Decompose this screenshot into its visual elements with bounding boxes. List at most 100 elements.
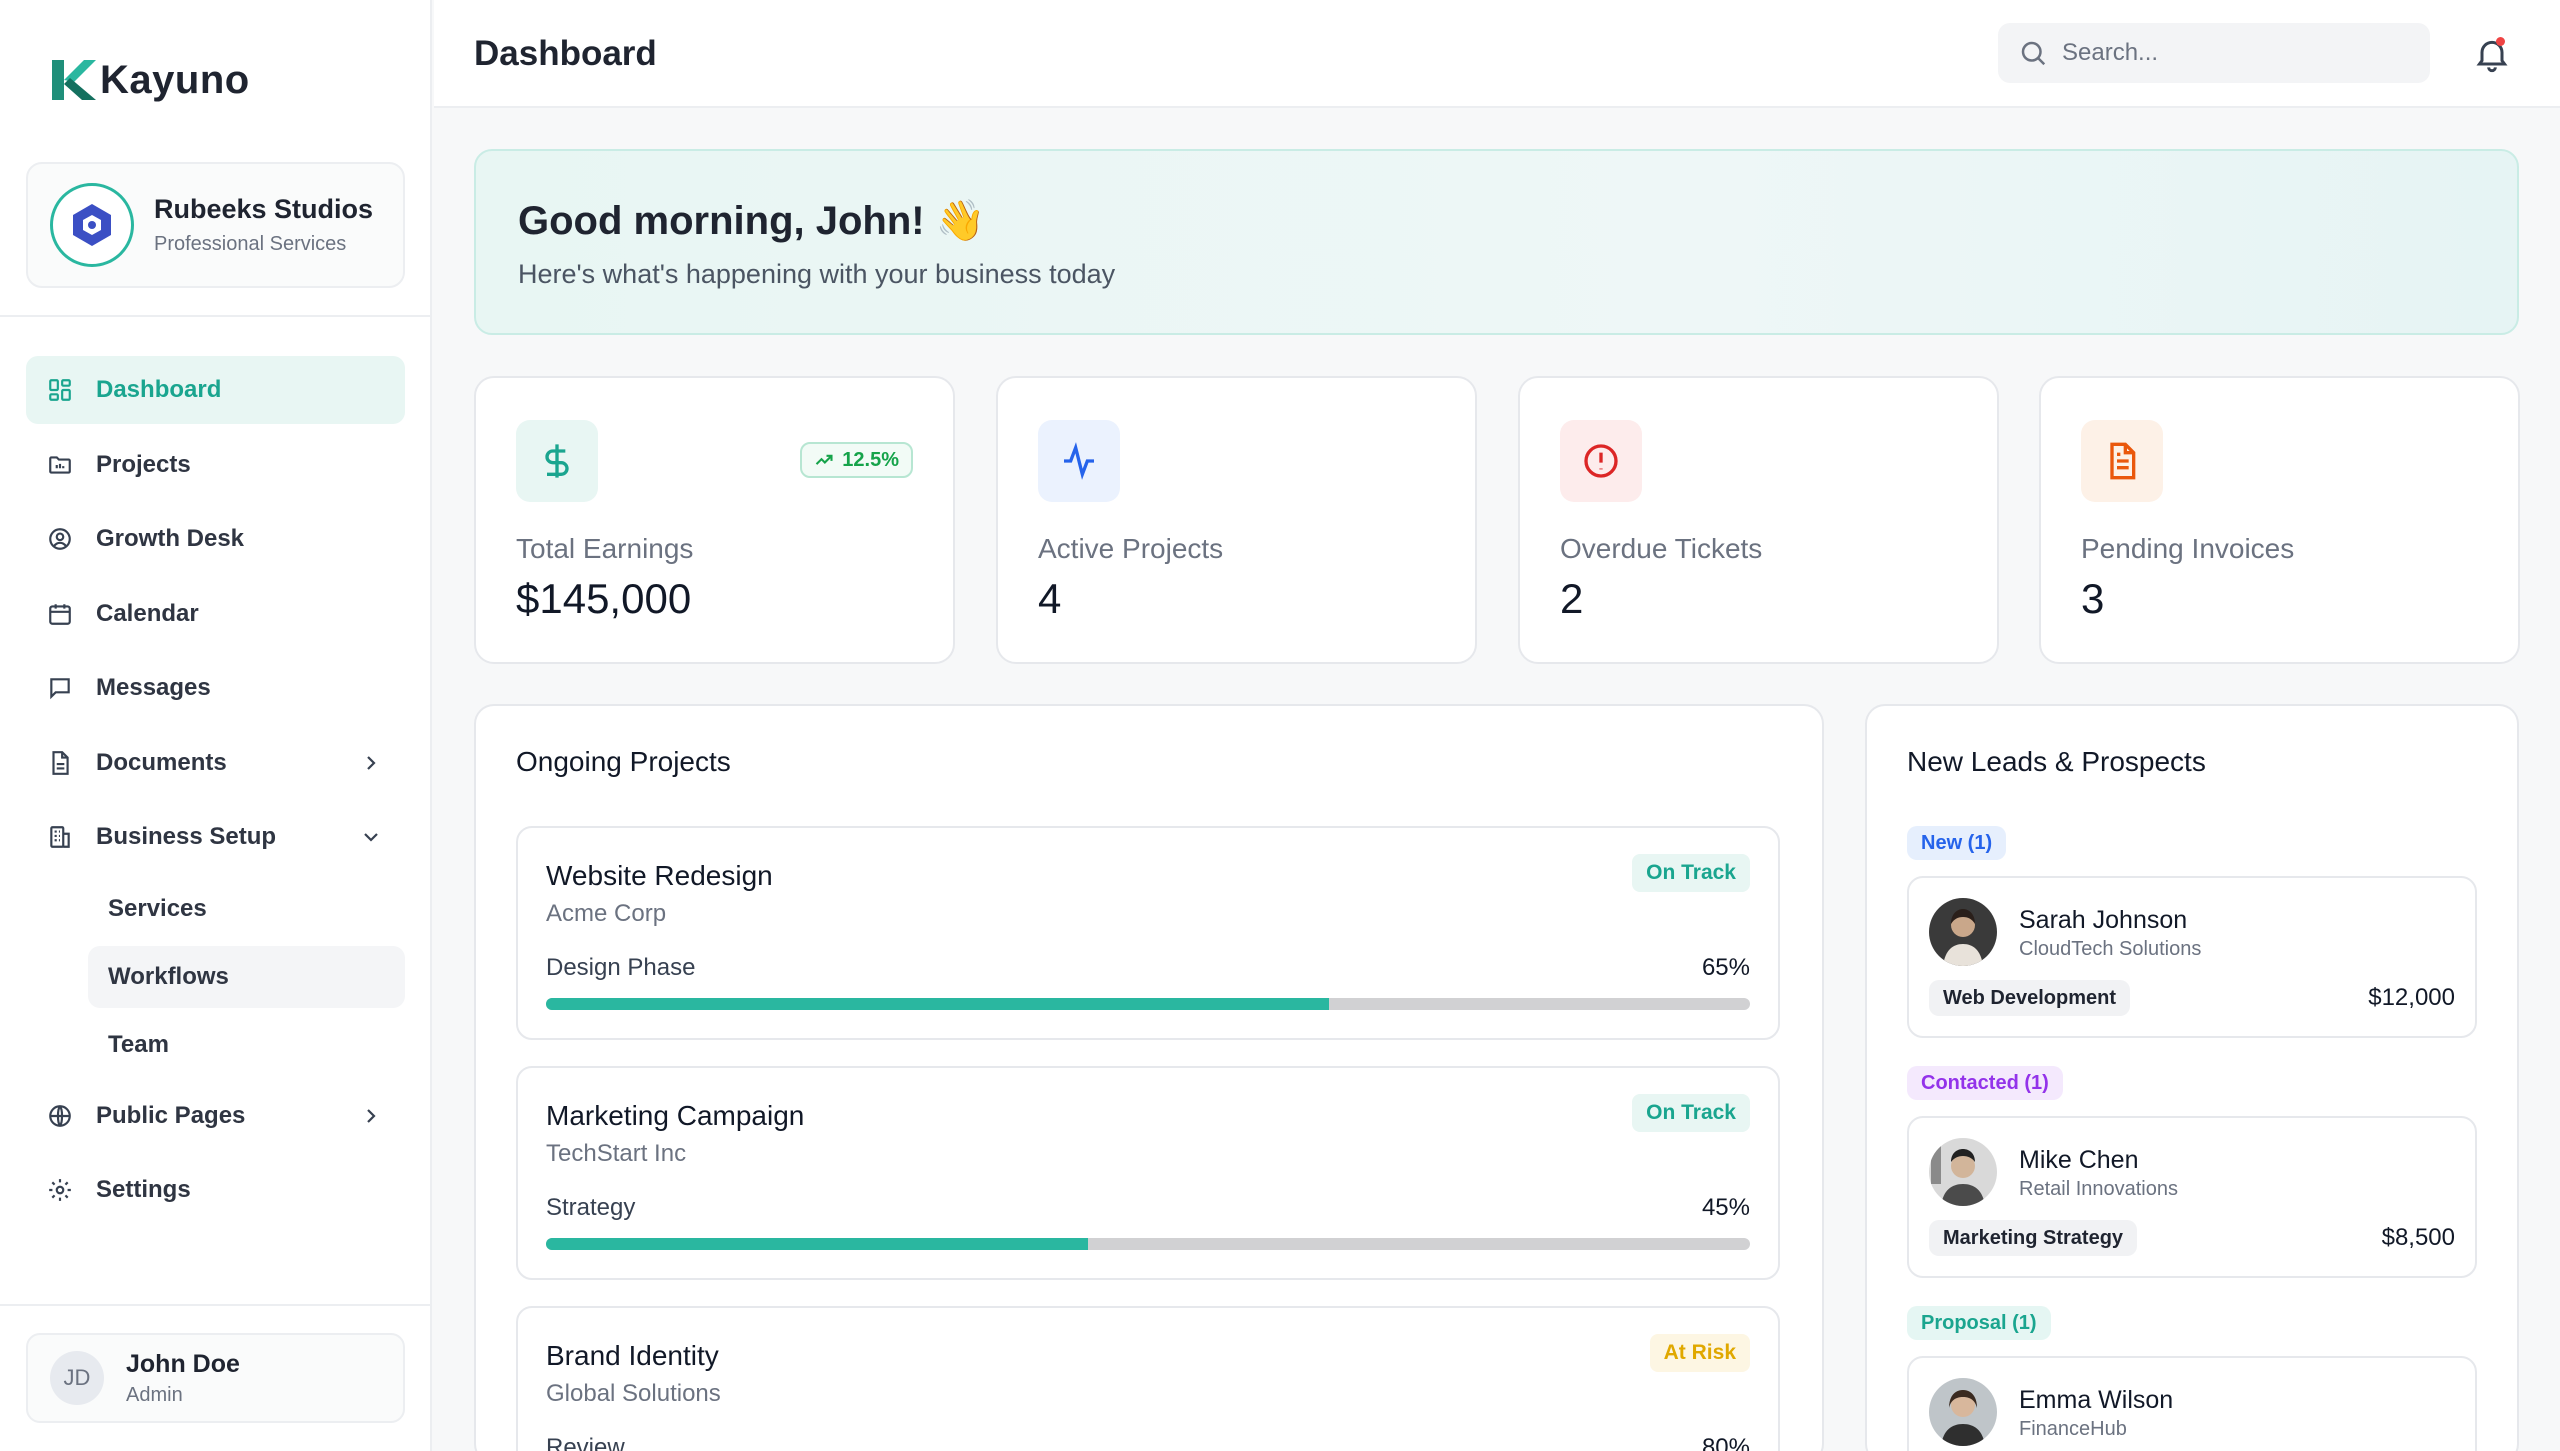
- project-name: Marketing Campaign: [546, 1100, 805, 1131]
- stat-label: Overdue Tickets: [1560, 533, 1763, 564]
- lead-company: Retail Innovations: [2019, 1178, 2178, 1200]
- user-profile-card[interactable]: JD John Doe Admin: [26, 1333, 405, 1423]
- progress-fill: [546, 1238, 1088, 1250]
- user-name: John Doe: [126, 1349, 240, 1378]
- sidebar-item-label: Business Setup: [96, 823, 277, 850]
- progress-bar: [546, 1238, 1750, 1250]
- document-icon: [46, 749, 74, 777]
- lead-name: Mike Chen: [2019, 1146, 2139, 1174]
- project-progress-percent: 65%: [1701, 954, 1750, 981]
- project-progress-percent: 45%: [1701, 1194, 1750, 1221]
- org-hexagon-icon: [73, 204, 111, 246]
- search-input[interactable]: [2062, 39, 2422, 67]
- panel-title: Ongoing Projects: [516, 746, 731, 777]
- project-name: Brand Identity: [546, 1340, 719, 1371]
- sidebar-subitem-workflows[interactable]: Workflows: [88, 945, 405, 1008]
- project-name: Website Redesign: [546, 860, 773, 891]
- project-card[interactable]: Brand Identity Global Solutions At Risk …: [516, 1306, 1780, 1451]
- lead-service-tag: Marketing Strategy: [1929, 1220, 2138, 1256]
- lead-stage-badge-proposal: Proposal (1): [1907, 1306, 2051, 1340]
- sidebar-item-label: Dashboard: [96, 376, 222, 403]
- activity-pulse-icon: [1038, 420, 1120, 502]
- dashboard-grid-icon: [46, 376, 74, 404]
- stat-label: Pending Invoices: [2081, 533, 2295, 564]
- status-badge: At Risk: [1649, 1334, 1750, 1372]
- sidebar-item-settings[interactable]: Settings: [26, 1156, 405, 1224]
- sidebar-item-projects[interactable]: Projects: [26, 431, 405, 499]
- lead-name: Sarah Johnson: [2019, 906, 2188, 934]
- project-phase: Review: [546, 1434, 625, 1451]
- user-role: Admin: [126, 1383, 183, 1406]
- stat-card-active-projects[interactable]: Active Projects 4: [996, 376, 1477, 664]
- globe-icon: [46, 1102, 74, 1130]
- sidebar-item-growth-desk[interactable]: Growth Desk: [26, 505, 405, 573]
- lead-stage-badge-new: New (1): [1907, 826, 2007, 860]
- org-switcher[interactable]: Rubeeks Studios Professional Services: [26, 162, 405, 288]
- dollar-icon: [516, 420, 598, 502]
- gear-icon: [46, 1176, 74, 1204]
- sidebar-item-dashboard[interactable]: Dashboard: [26, 356, 405, 424]
- project-phase: Design Phase: [546, 954, 696, 981]
- stat-label: Total Earnings: [516, 533, 694, 564]
- stat-value: 4: [1038, 575, 1062, 622]
- ongoing-projects-panel: Ongoing Projects Website Redesign Acme C…: [474, 704, 1824, 1451]
- leads-panel: New Leads & Prospects New (1) Sarah John…: [1865, 704, 2519, 1451]
- lead-name: Emma Wilson: [2019, 1386, 2174, 1414]
- user-circle-icon: [46, 525, 74, 553]
- chevron-down-icon[interactable]: [359, 825, 383, 849]
- sidebar-item-label: Calendar: [96, 599, 199, 627]
- stat-card-overdue-tickets[interactable]: Overdue Tickets 2: [1518, 376, 1999, 664]
- sidebar-divider: [0, 1304, 432, 1306]
- notifications-button[interactable]: [2472, 34, 2512, 74]
- chevron-right-icon[interactable]: [359, 751, 383, 775]
- sidebar-subitem-team[interactable]: Team: [108, 1030, 169, 1058]
- lead-card[interactable]: Sarah Johnson CloudTech Solutions Web De…: [1907, 876, 2477, 1038]
- sidebar-divider: [0, 315, 432, 317]
- notification-dot: [2496, 37, 2505, 46]
- trending-up-icon: [816, 454, 833, 465]
- org-logo: [50, 183, 134, 267]
- project-client: Global Solutions: [546, 1380, 721, 1407]
- building-icon: [46, 823, 74, 851]
- project-client: TechStart Inc: [546, 1140, 687, 1167]
- top-header: Dashboard: [434, 0, 2560, 108]
- avatar: [1929, 898, 1997, 966]
- trend-badge: 12.5%: [800, 442, 913, 478]
- kayuno-logo-icon: [52, 60, 96, 100]
- project-phase: Strategy: [546, 1194, 636, 1221]
- stat-value: 2: [1560, 575, 1584, 622]
- greeting-title: Good morning, John! 👋: [518, 199, 986, 243]
- lead-card[interactable]: Emma Wilson FinanceHub: [1907, 1356, 2477, 1451]
- stat-label: Active Projects: [1038, 533, 1224, 564]
- trend-value: 12.5%: [842, 448, 899, 471]
- lead-company: FinanceHub: [2019, 1418, 2127, 1440]
- project-client: Acme Corp: [546, 900, 667, 927]
- app-logo[interactable]: Kayuno: [48, 56, 250, 104]
- stat-card-pending-invoices[interactable]: Pending Invoices 3: [2039, 376, 2520, 664]
- status-badge: On Track: [1632, 1094, 1750, 1132]
- stat-card-total-earnings[interactable]: 12.5% Total Earnings $145,000: [474, 376, 955, 664]
- search-icon: [2021, 41, 2046, 66]
- sidebar: Kayuno Rubeeks Studios Professional Serv…: [0, 0, 432, 1451]
- sidebar-item-label: Growth Desk: [96, 525, 245, 552]
- sidebar-subitem-services[interactable]: Services: [108, 894, 207, 922]
- sidebar-item-public-pages[interactable]: Public Pages: [26, 1082, 405, 1150]
- project-card[interactable]: Website Redesign Acme Corp On Track Desi…: [516, 826, 1780, 1040]
- sidebar-item-label: Public Pages: [96, 1101, 246, 1129]
- search-box[interactable]: [1998, 23, 2430, 83]
- app-name: Kayuno: [100, 57, 250, 102]
- chevron-right-icon[interactable]: [359, 1104, 383, 1128]
- sidebar-item-business-setup[interactable]: Business Setup: [26, 803, 405, 871]
- folder-icon: [46, 451, 74, 479]
- stat-value: 3: [2081, 575, 2105, 622]
- sidebar-item-calendar[interactable]: Calendar: [26, 580, 405, 648]
- calendar-icon: [46, 600, 74, 628]
- avatar: JD: [50, 1351, 104, 1405]
- lead-card[interactable]: Mike Chen Retail Innovations Marketing S…: [1907, 1116, 2477, 1278]
- sidebar-item-messages[interactable]: Messages: [26, 654, 405, 722]
- sidebar-item-documents[interactable]: Documents: [26, 729, 405, 797]
- lead-company: CloudTech Solutions: [2019, 938, 2202, 960]
- project-card[interactable]: Marketing Campaign TechStart Inc On Trac…: [516, 1066, 1780, 1280]
- stat-value: $145,000: [516, 575, 692, 622]
- progress-bar: [546, 998, 1750, 1010]
